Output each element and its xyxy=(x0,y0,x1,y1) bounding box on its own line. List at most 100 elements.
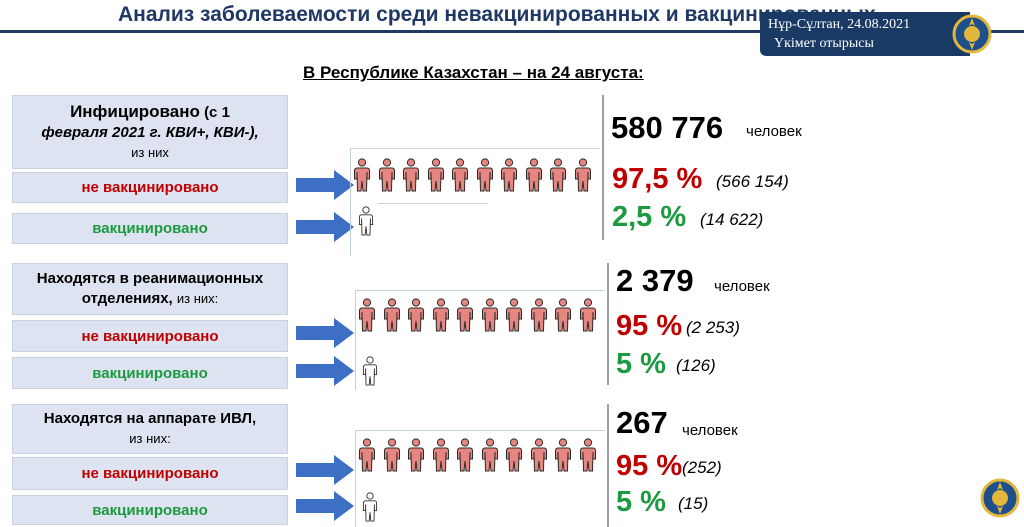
total-infected: 580 776 xyxy=(611,110,724,145)
person-red-icon xyxy=(432,438,450,477)
unvaccinated-label-box: не вакцинировано xyxy=(12,172,288,203)
unvaccinated-count: (252) xyxy=(682,458,722,477)
unvaccinated-percent: 97,5 % xyxy=(612,163,703,195)
header-line3: из них xyxy=(131,144,169,160)
title-underline xyxy=(0,30,1024,33)
person-red-icon xyxy=(476,158,494,197)
person-red-icon xyxy=(456,298,474,337)
person-red-icon xyxy=(574,158,592,197)
row-separator xyxy=(355,290,605,291)
person-red-icon xyxy=(353,158,371,197)
row-separator xyxy=(355,430,356,527)
person-red-icon xyxy=(358,438,376,477)
right-arrow-icon xyxy=(296,212,354,247)
total-icu: 2 379 xyxy=(616,263,694,298)
unvaccinated-count: (566 154) xyxy=(716,172,789,191)
unvaccinated-percent: 95 % xyxy=(616,450,683,482)
broadcast-badge xyxy=(760,12,970,56)
vaccinated-percent: 5 % xyxy=(616,486,666,518)
unvaccinated-count: (2 253) xyxy=(686,318,740,337)
row-separator xyxy=(350,148,351,256)
vaccinated-label-box: вакцинировано xyxy=(12,213,288,244)
person-red-icon xyxy=(407,438,425,477)
person-red-icon xyxy=(383,438,401,477)
person-red-icon xyxy=(451,158,469,197)
kazakhstan-emblem-icon xyxy=(952,14,992,59)
vaccinated-people-row xyxy=(358,206,374,241)
person-outline-icon xyxy=(358,206,374,241)
person-red-icon xyxy=(407,298,425,337)
header-line1: Находятся на аппарате ИВЛ, xyxy=(43,410,257,427)
section-header-infected: Инфицировано (с 1 февраля 2021 г. КВИ+, … xyxy=(12,95,288,169)
section-header-icu: Находятся в реанимационных отделениях, и… xyxy=(12,263,288,315)
vaccinated-count: (126) xyxy=(676,356,716,375)
vaccinated-percent: 5 % xyxy=(616,348,666,380)
vaccinated-people-row xyxy=(362,356,378,391)
header-line2-small: из них: xyxy=(176,291,219,306)
person-red-icon xyxy=(432,298,450,337)
person-red-icon xyxy=(358,298,376,337)
person-red-icon xyxy=(505,438,523,477)
unvaccinated-percent: 95 % xyxy=(616,310,683,342)
badge-location-date: Нұр-Сұлтан, 24.08.2021 xyxy=(768,17,911,32)
person-outline-icon xyxy=(362,356,378,391)
unvaccinated-people-row xyxy=(353,158,592,197)
vaccinated-people-row xyxy=(362,492,378,527)
person-red-icon xyxy=(456,438,474,477)
row-separator xyxy=(378,203,488,204)
vaccinated-label: вакцинировано xyxy=(92,501,208,519)
person-red-icon xyxy=(549,158,567,197)
person-red-icon xyxy=(427,158,445,197)
section-header-ventilator: Находятся на аппарате ИВЛ, из них: xyxy=(12,404,288,454)
person-red-icon xyxy=(383,298,401,337)
vaccinated-count: (15) xyxy=(678,494,709,513)
kazakhstan-emblem-icon xyxy=(980,478,1020,523)
person-red-icon xyxy=(500,158,518,197)
unit-label: человек xyxy=(746,123,802,140)
row-separator xyxy=(350,148,600,149)
unvaccinated-people-row xyxy=(358,298,597,337)
right-arrow-icon xyxy=(296,491,354,526)
unit-label: человек xyxy=(682,422,738,439)
subtitle: В Республике Казахстан – на 24 августа: xyxy=(303,63,644,82)
unvaccinated-label: не вакцинировано xyxy=(81,179,219,196)
unvaccinated-label-box: не вакцинировано xyxy=(12,457,288,490)
unvaccinated-people-row xyxy=(358,438,597,477)
badge-organization: Үкімет отырысы xyxy=(774,36,874,51)
section-divider xyxy=(607,404,609,527)
page-title: Анализ заболеваемости среди невакциниров… xyxy=(118,3,876,26)
person-red-icon xyxy=(554,438,572,477)
unvaccinated-label: не вакцинировано xyxy=(81,465,219,482)
header-line2-small: из них: xyxy=(129,431,171,446)
section-divider xyxy=(607,263,609,385)
person-red-icon xyxy=(402,158,420,197)
total-ventilator: 267 xyxy=(616,405,668,440)
row-separator xyxy=(355,430,605,431)
person-red-icon xyxy=(525,158,543,197)
unvaccinated-label-box: не вакцинировано xyxy=(12,320,288,352)
person-red-icon xyxy=(579,298,597,337)
header-bold: Инфицировано xyxy=(70,101,200,121)
header-line2: отделениях, xyxy=(81,290,173,307)
header-line1: Находятся в реанимационных xyxy=(36,270,264,287)
right-arrow-icon xyxy=(296,170,354,205)
person-red-icon xyxy=(378,158,396,197)
person-red-icon xyxy=(530,438,548,477)
person-red-icon xyxy=(530,298,548,337)
unit-label: человек xyxy=(714,278,770,295)
person-red-icon xyxy=(579,438,597,477)
person-red-icon xyxy=(481,438,499,477)
header-rest: (с 1 xyxy=(204,103,230,121)
section-divider xyxy=(602,95,604,240)
row-separator xyxy=(355,290,356,390)
right-arrow-icon xyxy=(296,318,354,353)
vaccinated-label-box: вакцинировано xyxy=(12,357,288,389)
person-outline-icon xyxy=(362,492,378,527)
unvaccinated-label: не вакцинировано xyxy=(81,327,219,345)
vaccinated-count: (14 622) xyxy=(700,210,764,229)
vaccinated-label-box: вакцинировано xyxy=(12,495,288,525)
header-line2: февраля 2021 г. КВИ+, КВИ-), xyxy=(41,123,259,141)
vaccinated-percent: 2,5 % xyxy=(612,201,687,233)
person-red-icon xyxy=(554,298,572,337)
right-arrow-icon xyxy=(296,356,354,391)
